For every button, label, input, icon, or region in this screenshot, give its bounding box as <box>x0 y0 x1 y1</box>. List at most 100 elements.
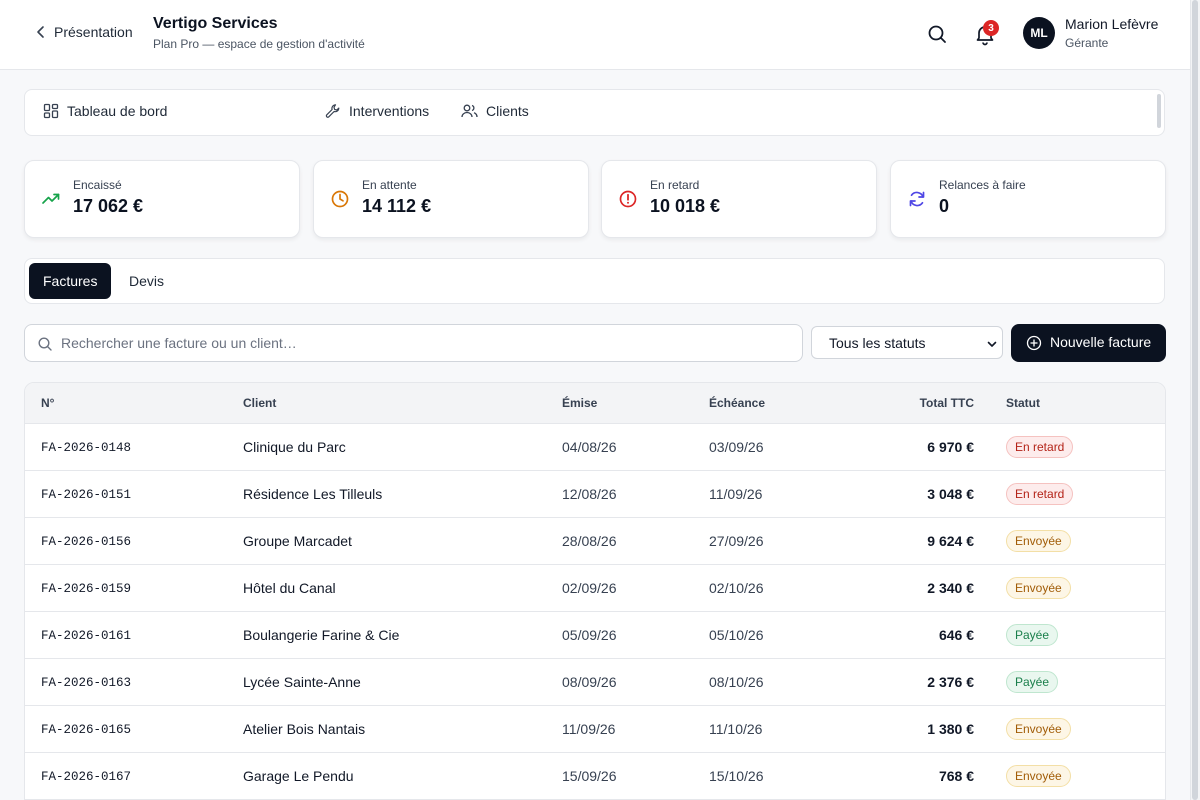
wrench-icon <box>325 104 340 118</box>
users-icon <box>461 104 478 118</box>
invoice-number: FA-2026-0167 <box>41 770 132 784</box>
nav-label: Interventions <box>349 103 430 119</box>
main-nav: Tableau de bord Interventions Clients <box>24 89 1165 136</box>
stat-label: En retard <box>650 178 700 192</box>
new-invoice-button[interactable]: Nouvelle facture <box>1011 324 1166 362</box>
status-filter-value: Tous les statuts <box>829 335 926 351</box>
nav-scrollbar[interactable] <box>1157 94 1161 128</box>
issued-date: 15/09/26 <box>562 768 617 784</box>
plus-circle-icon <box>1026 335 1042 351</box>
status-badge: Envoyée <box>1006 530 1071 552</box>
issued-date: 28/08/26 <box>562 533 617 549</box>
nav-item-interventions[interactable]: Interventions <box>325 103 429 119</box>
total-amount: 646 € <box>938 627 974 643</box>
chevron-down-icon <box>987 341 997 347</box>
due-date: 08/10/26 <box>709 674 764 690</box>
search-field[interactable] <box>24 324 803 362</box>
tab-factures[interactable]: Factures <box>29 263 112 299</box>
table-row[interactable]: FA-2026-0148 Clinique du Parc 04/08/26 0… <box>25 424 1165 471</box>
total-amount: 2 340 € <box>927 580 974 596</box>
avatar[interactable]: ML <box>1023 17 1055 49</box>
table-row[interactable]: FA-2026-0165 Atelier Bois Nantais 11/09/… <box>25 706 1165 753</box>
client-name: Hôtel du Canal <box>243 580 336 596</box>
search-input[interactable] <box>61 325 791 361</box>
due-date: 02/10/26 <box>709 580 764 596</box>
alert-circle-icon <box>619 190 637 208</box>
stat-card-en-attente: En attente 14 112 € <box>313 160 589 238</box>
issued-date: 05/09/26 <box>562 627 617 643</box>
nav-item-clients[interactable]: Clients <box>461 103 529 119</box>
client-name: Boulangerie Farine & Cie <box>243 627 400 643</box>
status-badge: Payée <box>1006 624 1059 646</box>
status-filter-select[interactable]: Tous les statuts <box>811 326 1003 359</box>
invoice-number: FA-2026-0165 <box>41 723 132 737</box>
brand: Vertigo Services Plan Pro — espace de ge… <box>153 15 365 51</box>
column-header-status: Statut <box>1006 396 1040 410</box>
page-title: Vertigo Services <box>153 15 278 32</box>
due-date: 11/10/26 <box>709 721 763 737</box>
dashboard-icon <box>43 103 59 119</box>
client-name: Résidence Les Tilleuls <box>243 486 383 502</box>
client-name: Clinique du Parc <box>243 439 346 455</box>
total-amount: 6 970 € <box>927 439 974 455</box>
page-scrollbar-thumb[interactable] <box>1192 0 1198 800</box>
table-row[interactable]: FA-2026-0163 Lycée Sainte-Anne 08/09/26 … <box>25 659 1165 706</box>
column-header-number: N° <box>41 396 55 410</box>
document-tabs: Factures Devis <box>24 258 1165 304</box>
invoice-number: FA-2026-0151 <box>41 488 132 502</box>
nav-label: Tableau de bord <box>67 103 168 119</box>
refresh-icon <box>909 191 925 207</box>
status-badge: En retard <box>1006 483 1074 505</box>
column-header-total: Total TTC <box>919 396 974 410</box>
invoice-table: N° Client Émise Échéance Total TTC Statu… <box>24 382 1166 800</box>
search-icon <box>38 337 52 351</box>
table-row[interactable]: FA-2026-0151 Résidence Les Tilleuls 12/0… <box>25 471 1165 518</box>
invoice-number: FA-2026-0148 <box>41 441 132 455</box>
total-amount: 768 € <box>938 768 974 784</box>
due-date: 03/09/26 <box>709 439 764 455</box>
stat-card-relances: Relances à faire 0 <box>890 160 1166 238</box>
issued-date: 08/09/26 <box>562 674 617 690</box>
stat-card-en-retard: En retard 10 018 € <box>601 160 877 238</box>
stat-value: 17 062 € <box>73 196 144 216</box>
issued-date: 11/09/26 <box>562 721 616 737</box>
stat-value: 14 112 € <box>362 196 432 216</box>
due-date: 15/10/26 <box>709 768 764 784</box>
stat-card-encaisse: Encaissé 17 062 € <box>24 160 300 238</box>
status-badge: Payée <box>1006 671 1059 693</box>
client-name: Garage Le Pendu <box>243 768 354 784</box>
issued-date: 02/09/26 <box>562 580 617 596</box>
total-amount: 2 376 € <box>927 674 974 690</box>
page-subtitle: Plan Pro — espace de gestion d'activité <box>153 37 365 51</box>
table-row[interactable]: FA-2026-0156 Groupe Marcadet 28/08/26 27… <box>25 518 1165 565</box>
back-link[interactable]: Présentation <box>36 24 133 40</box>
invoice-number: FA-2026-0159 <box>41 582 132 596</box>
due-date: 11/09/26 <box>709 486 763 502</box>
status-badge: Envoyée <box>1006 577 1071 599</box>
table-row[interactable]: FA-2026-0161 Boulangerie Farine & Cie 05… <box>25 612 1165 659</box>
due-date: 05/10/26 <box>709 627 764 643</box>
total-amount: 1 380 € <box>927 721 974 737</box>
client-name: Atelier Bois Nantais <box>243 721 366 737</box>
tab-devis[interactable]: Devis <box>129 273 165 289</box>
total-amount: 9 624 € <box>927 533 974 549</box>
clock-icon <box>331 190 349 208</box>
stat-value: 10 018 € <box>650 196 721 216</box>
back-label: Présentation <box>54 24 133 40</box>
issued-date: 12/08/26 <box>562 486 617 502</box>
column-header-due: Échéance <box>709 396 766 410</box>
nav-item-dashboard[interactable]: Tableau de bord <box>43 103 167 119</box>
column-header-client: Client <box>243 396 277 410</box>
client-name: Groupe Marcadet <box>243 533 352 549</box>
top-header: Présentation Vertigo Services Plan Pro —… <box>0 0 1190 70</box>
search-icon[interactable] <box>925 22 949 46</box>
table-row[interactable]: FA-2026-0167 Garage Le Pendu 15/09/26 15… <box>25 753 1165 800</box>
table-row[interactable]: FA-2026-0159 Hôtel du Canal 02/09/26 02/… <box>25 565 1165 612</box>
status-badge: En retard <box>1006 436 1074 458</box>
client-name: Lycée Sainte-Anne <box>243 674 361 690</box>
invoice-number: FA-2026-0156 <box>41 535 132 549</box>
invoice-number: FA-2026-0163 <box>41 676 132 690</box>
stat-label: Relances à faire <box>939 178 1026 192</box>
due-date: 27/09/26 <box>709 533 764 549</box>
notification-badge: 3 <box>983 20 999 36</box>
